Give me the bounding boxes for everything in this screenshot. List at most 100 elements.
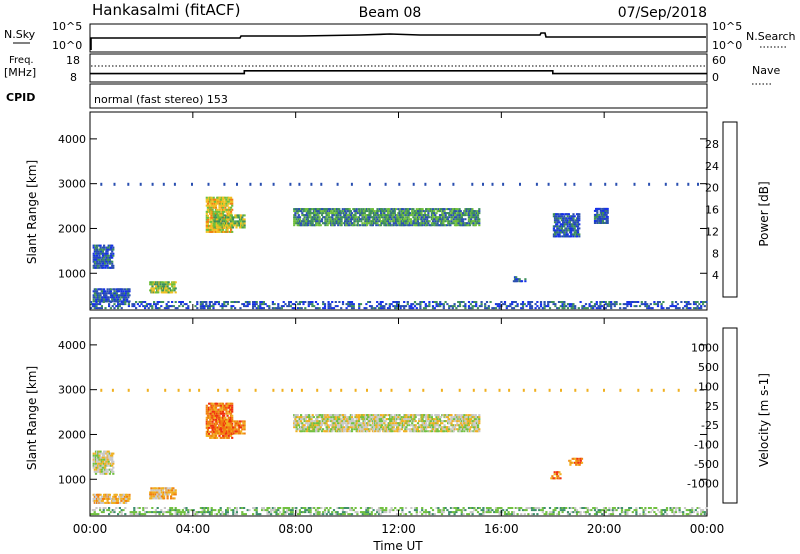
echo-cell [228, 206, 231, 209]
echo-cell [206, 206, 209, 209]
echo-cell [377, 428, 380, 431]
echo-cell [98, 454, 101, 457]
echo-cell [127, 305, 130, 308]
echo-cell [205, 404, 208, 407]
echo-cell [427, 216, 430, 219]
echo-cell [319, 220, 322, 223]
echo-cell [577, 461, 580, 464]
echo-cell [103, 495, 106, 498]
echo-cell [166, 495, 169, 498]
echo-cell [469, 303, 472, 306]
echo-cell [472, 430, 475, 433]
echo-cell [397, 416, 400, 419]
echo-cell [97, 303, 100, 306]
echo-cell [150, 287, 153, 290]
echo-cell [236, 430, 239, 433]
echo-cell [346, 222, 349, 225]
echo-cell [534, 307, 537, 310]
echo-cell [401, 210, 404, 213]
echo-cell [214, 436, 218, 439]
echo-cell [352, 424, 355, 427]
echo-cell [578, 219, 581, 222]
echo-cell [359, 430, 362, 433]
echo-cell [223, 230, 226, 233]
echo-cell [119, 497, 122, 500]
echo-cell [581, 307, 584, 310]
echo-cell [398, 424, 401, 427]
echo-cell [701, 301, 705, 303]
echo-cell [151, 491, 154, 494]
echo-cell [311, 428, 314, 431]
echo-cell [289, 301, 292, 303]
echo-cell [553, 219, 557, 222]
echo-cell [171, 285, 174, 288]
echo-cell [136, 303, 139, 306]
echo-cell [411, 214, 414, 217]
echo-cell [210, 198, 213, 201]
echo-cell [209, 202, 212, 205]
echo-cell [452, 418, 455, 421]
echo-cell [376, 222, 379, 225]
echo-cell [105, 264, 108, 267]
echo-cell [242, 214, 245, 217]
echo-cell [406, 303, 409, 306]
echo-cell [229, 422, 232, 425]
echo-cell [118, 507, 121, 509]
echo-cell [308, 212, 311, 215]
echo-cell [472, 416, 475, 419]
echo-cell [152, 495, 155, 498]
echo-cell [136, 513, 139, 516]
echo-cell [298, 218, 302, 221]
echo-cell [346, 210, 349, 213]
echo-cell [350, 303, 354, 306]
echo-cell [213, 428, 216, 431]
echo-cell [409, 414, 413, 417]
echo-cell [322, 301, 325, 303]
echo-cell [434, 424, 437, 427]
echo-cell [228, 226, 231, 229]
echo-cell [93, 258, 96, 261]
echo-cell [199, 307, 202, 310]
echo-cell [324, 216, 327, 219]
echo-cell [352, 426, 355, 429]
echo-cell [214, 414, 218, 417]
echo-cell [238, 420, 242, 423]
echo-cell [346, 214, 349, 217]
echo-cell [583, 307, 586, 310]
echo-cell [303, 208, 306, 211]
echo-cell [218, 196, 221, 199]
freq-panel [89, 53, 708, 83]
echo-cell [156, 303, 159, 306]
echo-cell [357, 216, 361, 219]
echo-cell [214, 204, 218, 207]
echo-cell [102, 511, 105, 514]
echo-cell [577, 213, 580, 216]
echo-cell [354, 218, 357, 221]
echo-cell [96, 454, 99, 457]
echo-cell [539, 301, 543, 303]
echo-cell [464, 426, 467, 429]
echo-cell [466, 416, 469, 419]
echo-cell [434, 214, 437, 217]
echo-cell [399, 428, 402, 431]
echo-cell [393, 418, 396, 421]
echo-cell [216, 432, 220, 435]
echo-cell [434, 420, 437, 423]
echo-cell [405, 422, 408, 425]
echo-cell [424, 305, 427, 308]
echo-cell [464, 208, 467, 211]
echo-cell [421, 222, 424, 225]
echo-cell [224, 418, 227, 421]
echo-cell [419, 222, 422, 225]
echo-cell [399, 224, 402, 227]
echo-cell [443, 208, 446, 211]
echo-cell [211, 422, 214, 425]
echo-cell [149, 303, 152, 306]
echo-cell [93, 468, 96, 471]
echo-cell [347, 428, 350, 431]
echo-cell [327, 430, 330, 433]
echo-cell [568, 215, 572, 218]
echo-cell [220, 404, 223, 407]
echo-cell [349, 214, 352, 217]
echo-cell [440, 218, 443, 221]
